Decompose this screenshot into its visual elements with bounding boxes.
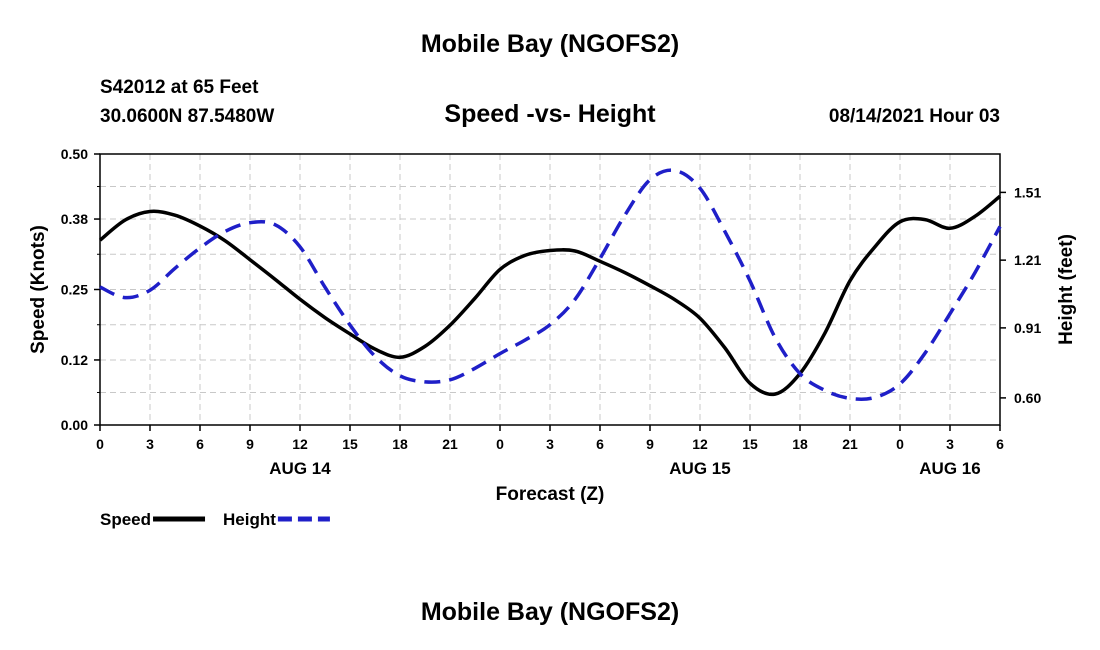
left-axis-tick-label: 0.25 bbox=[61, 282, 88, 298]
right-axis-title: Height (feet) bbox=[1056, 234, 1077, 345]
speed-series-line bbox=[98, 194, 1002, 397]
x-axis-date-label: AUG 15 bbox=[669, 459, 730, 478]
legend-label-speed: Speed bbox=[100, 510, 151, 529]
x-axis-title: Forecast (Z) bbox=[496, 484, 605, 505]
x-axis-tick-label: 9 bbox=[646, 436, 654, 452]
left-axis-tick-label: 0.00 bbox=[61, 417, 88, 433]
x-axis-tick-label: 3 bbox=[946, 436, 954, 452]
right-axis-tick-label: 1.51 bbox=[1014, 184, 1041, 200]
x-axis-tick-label: 21 bbox=[442, 436, 458, 452]
left-axis-tick-label: 0.12 bbox=[61, 352, 88, 368]
x-axis-tick-label: 0 bbox=[496, 436, 504, 452]
x-axis-tick-label: 9 bbox=[246, 436, 254, 452]
x-axis-tick-label: 3 bbox=[546, 436, 554, 452]
x-axis-tick-label: 6 bbox=[596, 436, 604, 452]
chart-subtitle: Speed -vs- Height bbox=[444, 100, 656, 128]
x-axis-tick-label: 18 bbox=[392, 436, 408, 452]
x-axis-tick-label: 6 bbox=[196, 436, 204, 452]
x-axis-tick-label: 3 bbox=[146, 436, 154, 452]
x-axis-tick-label: 15 bbox=[342, 436, 358, 452]
right-axis-tick-label: 0.91 bbox=[1014, 320, 1041, 336]
x-axis-tick-label: 15 bbox=[742, 436, 758, 452]
left-axis-tick-label: 0.50 bbox=[61, 146, 88, 162]
x-axis-date-label: AUG 16 bbox=[919, 459, 980, 478]
left-axis-title: Speed (Knots) bbox=[28, 225, 49, 354]
coordinates-label: 30.0600N 87.5480W bbox=[100, 106, 275, 127]
timestamp-label: 08/14/2021 Hour 03 bbox=[828, 106, 1000, 127]
x-axis-date-label: AUG 14 bbox=[269, 459, 331, 478]
legend-label-height: Height bbox=[223, 510, 276, 529]
x-axis-tick-label: 0 bbox=[96, 436, 104, 452]
height-series-line bbox=[99, 168, 1002, 401]
page-title: Mobile Bay (NGOFS2) bbox=[420, 30, 680, 58]
right-axis-tick-label: 1.21 bbox=[1014, 252, 1041, 268]
page-footer-title: Mobile Bay (NGOFS2) bbox=[420, 598, 680, 626]
x-axis-tick-label: 12 bbox=[292, 436, 308, 452]
left-axis-tick-label: 0.38 bbox=[61, 211, 88, 227]
station-label: S42012 at 65 Feet bbox=[100, 77, 259, 98]
x-axis-tick-label: 21 bbox=[842, 436, 858, 452]
x-axis-tick-label: 12 bbox=[692, 436, 708, 452]
right-axis-tick-label: 0.60 bbox=[1014, 390, 1041, 406]
x-axis-tick-label: 6 bbox=[996, 436, 1004, 452]
x-axis-tick-label: 18 bbox=[792, 436, 808, 452]
x-axis-tick-label: 0 bbox=[896, 436, 904, 452]
